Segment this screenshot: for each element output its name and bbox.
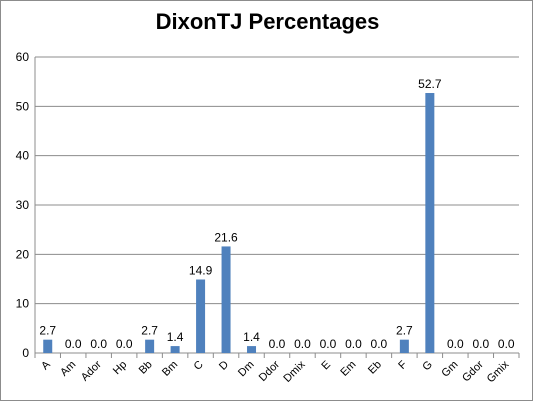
y-tick-label: 10 — [16, 297, 30, 311]
x-tick-label: D — [217, 359, 231, 373]
bar — [196, 279, 206, 353]
x-tick-label: Eb — [366, 359, 384, 377]
x-tick-label: Ador — [79, 358, 104, 383]
bar — [170, 346, 180, 353]
chart-title: DixonTJ Percentages — [155, 9, 380, 34]
data-label: 52.7 — [418, 77, 442, 91]
x-tick-label: C — [192, 359, 206, 373]
y-tick-label: 40 — [16, 149, 30, 163]
y-tick-label: 30 — [16, 198, 30, 212]
data-label: 1.4 — [167, 330, 184, 344]
y-tick-label: 0 — [22, 346, 29, 360]
x-tick-label: Bb — [137, 359, 155, 377]
x-tick-label: Dmix — [281, 358, 308, 385]
y-tick-label: 50 — [16, 99, 30, 113]
data-label: 21.6 — [214, 230, 238, 244]
x-tick-label: Gdor — [460, 358, 486, 384]
data-label: 0.0 — [294, 337, 311, 351]
data-label: 2.7 — [39, 324, 56, 338]
x-tick-label: E — [319, 359, 333, 373]
y-tick-label: 20 — [16, 247, 30, 261]
x-tick-label: Ddor — [257, 358, 283, 384]
x-tick-label: Am — [58, 359, 78, 379]
data-label: 0.0 — [269, 337, 286, 351]
bar — [399, 339, 409, 353]
data-label: 0.0 — [371, 337, 388, 351]
data-label: 0.0 — [472, 337, 489, 351]
data-label: 2.7 — [396, 324, 413, 338]
x-tick-label: A — [39, 358, 53, 372]
x-tick-label: F — [396, 358, 409, 371]
x-tick-label: Dm — [236, 359, 257, 380]
x-tick-label: Gmix — [485, 358, 512, 385]
data-label: 0.0 — [498, 337, 515, 351]
x-tick-label: Bm — [160, 359, 180, 379]
bar — [425, 93, 435, 353]
bar — [247, 346, 257, 353]
data-label: 0.0 — [345, 337, 362, 351]
data-label: 0.0 — [320, 337, 337, 351]
bar — [43, 339, 53, 353]
x-tick-label: G — [420, 359, 435, 374]
data-label: 2.7 — [141, 324, 158, 338]
data-label: 0.0 — [116, 337, 133, 351]
data-label: 0.0 — [447, 337, 464, 351]
y-tick-label: 60 — [16, 50, 30, 64]
bar — [145, 339, 155, 353]
data-label: 1.4 — [243, 330, 260, 344]
data-label: 14.9 — [189, 263, 213, 277]
data-label: 0.0 — [90, 337, 107, 351]
x-tick-label: Gm — [439, 359, 460, 380]
data-label: 0.0 — [65, 337, 82, 351]
x-tick-label: Hp — [111, 359, 129, 377]
x-tick-label: Em — [338, 359, 358, 379]
bar — [221, 246, 231, 353]
